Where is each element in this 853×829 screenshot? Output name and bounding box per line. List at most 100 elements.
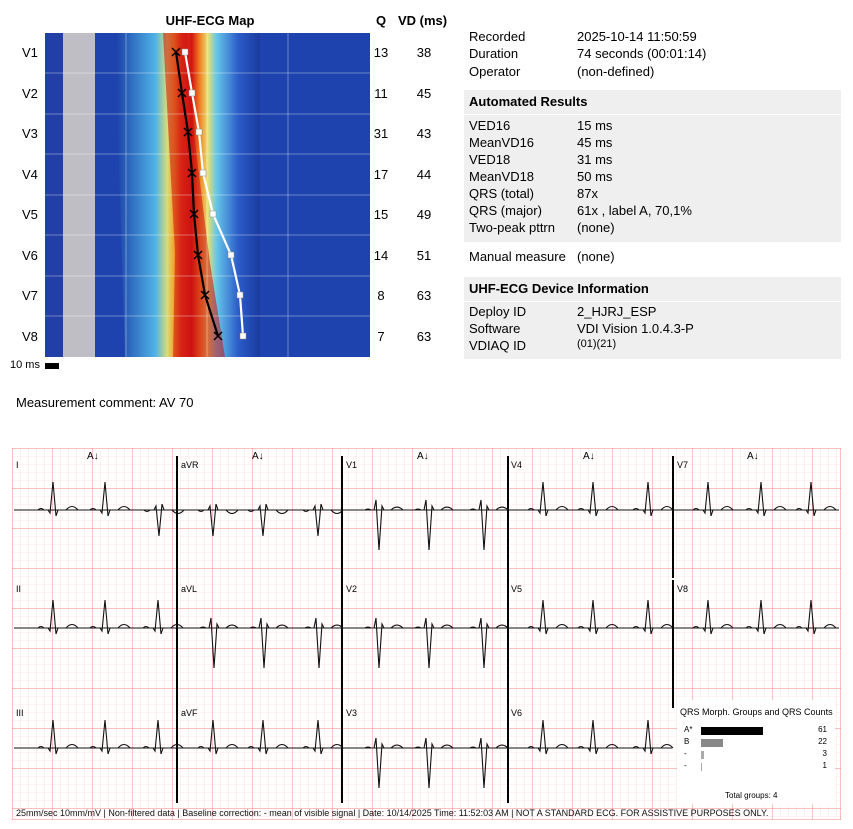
map-lead-label: V6 xyxy=(22,248,38,263)
qrs-group-bar xyxy=(701,739,723,747)
ecg-lead-label: aVF xyxy=(181,708,198,718)
q-value: 13 xyxy=(373,45,389,60)
result-key: MeanVD16 xyxy=(469,135,535,150)
qrs-group-label: A* xyxy=(684,725,693,734)
map-title: UHF-ECG Map xyxy=(165,13,255,28)
qrs-group-row[interactable]: A* 61 xyxy=(677,725,835,737)
vd-value: 38 xyxy=(416,45,432,60)
map-lead-label: V4 xyxy=(22,167,38,182)
ecg-row-1-trace xyxy=(14,481,839,551)
q-value: 8 xyxy=(377,288,385,303)
result-key: QRS (major) xyxy=(469,203,542,218)
device-value: 2_HJRJ_ESP xyxy=(577,304,657,319)
device-info-title: UHF-ECG Device Information xyxy=(469,281,649,296)
ecg-lead-label: V3 xyxy=(346,708,358,718)
vd-value: 49 xyxy=(416,207,432,222)
q-value: 14 xyxy=(373,248,389,263)
device-key: VDIAQ ID xyxy=(469,338,527,353)
result-value: (none) xyxy=(577,220,615,235)
q-column-header: Q xyxy=(376,13,387,28)
qrs-group-label: - xyxy=(684,749,687,758)
result-key: VED18 xyxy=(469,152,511,167)
result-value: 50 ms xyxy=(577,169,613,184)
recorded-value: 2025-10-14 11:50:59 xyxy=(577,29,697,44)
recorded-label: Recorded xyxy=(469,29,526,44)
beat-marker: A↓ xyxy=(252,451,264,462)
device-info-panel: UHF-ECG Device Information Deploy ID 2_H… xyxy=(464,277,841,359)
operator-label: Operator xyxy=(469,64,521,79)
qrs-group-label: B xyxy=(684,737,690,746)
q-value: 7 xyxy=(377,329,385,344)
ecg-footer: 25mm/sec 10mm/mV | Non-filtered data | B… xyxy=(16,808,769,818)
result-value: 61x , label A, 70,1% xyxy=(577,203,692,218)
qrs-group-count: 1 xyxy=(822,761,827,770)
duration-label: Duration xyxy=(469,46,519,61)
qrs-groups-panel: QRS Morph. Groups and QRS Counts A* 61 B… xyxy=(677,700,835,804)
ecg-lead-label: V6 xyxy=(511,708,523,718)
qrs-group-count: 61 xyxy=(818,725,827,734)
time-scale-label: 10 ms xyxy=(10,359,40,371)
beat-marker: A↓ xyxy=(87,451,99,462)
measurement-comment: Measurement comment: AV 70 xyxy=(16,395,194,410)
ecg-lead-label: V4 xyxy=(511,460,523,470)
ecg-lead-label: III xyxy=(16,708,24,718)
vd-value: 51 xyxy=(416,248,432,263)
qrs-group-count: 3 xyxy=(822,749,827,758)
qrs-total-groups: Total groups: 4 xyxy=(725,791,778,800)
map-lead-label: V5 xyxy=(22,207,38,222)
device-value: VDI Vision 1.0.4.3-P xyxy=(577,321,694,336)
map-lead-label: V3 xyxy=(22,126,38,141)
manual-measure-label: Manual measure xyxy=(469,249,566,264)
q-value: 15 xyxy=(373,207,389,222)
vd-column-header: VD (ms) xyxy=(398,13,448,28)
beat-marker: A↓ xyxy=(583,451,595,462)
qrs-group-row[interactable]: - 1 xyxy=(677,761,835,773)
ecg-lead-label: V7 xyxy=(677,460,689,470)
device-key: Software xyxy=(469,321,521,336)
result-key: Two-peak pttrn xyxy=(469,220,555,235)
ecg-lead-label: aVR xyxy=(181,460,199,470)
ecg-lead-label: aVL xyxy=(181,584,198,594)
vd-value: 63 xyxy=(416,288,432,303)
vd-value: 45 xyxy=(416,86,432,101)
ecg-lead-label: V1 xyxy=(346,460,358,470)
result-key: MeanVD18 xyxy=(469,169,535,184)
operator-value: (non-defined) xyxy=(577,64,655,79)
automated-results-title: Automated Results xyxy=(469,94,588,109)
qrs-group-row[interactable]: - 3 xyxy=(677,749,835,761)
vd-value: 43 xyxy=(416,126,432,141)
result-key: VED16 xyxy=(469,118,511,133)
duration-value: 74 seconds (00:01:14) xyxy=(577,46,707,61)
result-value: 31 ms xyxy=(577,152,613,167)
ecg-row-2-trace xyxy=(14,599,839,669)
ecg-lead-label: V5 xyxy=(511,584,523,594)
result-value: 45 ms xyxy=(577,135,613,150)
map-lead-label: V1 xyxy=(22,45,38,60)
ecg-lead-label: I xyxy=(16,460,19,470)
uhf-ecg-map xyxy=(45,33,370,357)
q-value: 17 xyxy=(373,167,389,182)
vd-value: 44 xyxy=(416,167,432,182)
map-lead-label: V8 xyxy=(22,329,38,344)
map-lead-label: V2 xyxy=(22,86,38,101)
map-lead-label: V7 xyxy=(22,288,38,303)
result-value: 87x xyxy=(577,186,598,201)
ecg-lead-label: V8 xyxy=(677,584,689,594)
device-key: Deploy ID xyxy=(469,304,527,319)
vd-value: 63 xyxy=(416,329,432,344)
ecg-lead-label: V2 xyxy=(346,584,358,594)
q-value: 11 xyxy=(374,86,388,101)
qrs-group-label: - xyxy=(684,761,687,770)
qrs-group-bar xyxy=(701,751,704,759)
activation-markers xyxy=(171,47,223,341)
device-value: (01)(21) xyxy=(577,338,617,350)
vd-curve-white xyxy=(183,51,245,337)
qrs-group-count: 22 xyxy=(818,737,827,746)
ecg-row-3-trace xyxy=(14,719,674,789)
ecg-lead-label: II xyxy=(16,584,22,594)
qrs-group-bar xyxy=(701,727,763,735)
qrs-group-row[interactable]: B 22 xyxy=(677,737,835,749)
result-value: 15 ms xyxy=(577,118,613,133)
beat-marker: A↓ xyxy=(417,451,429,462)
qrs-groups-title: QRS Morph. Groups and QRS Counts xyxy=(680,707,833,717)
